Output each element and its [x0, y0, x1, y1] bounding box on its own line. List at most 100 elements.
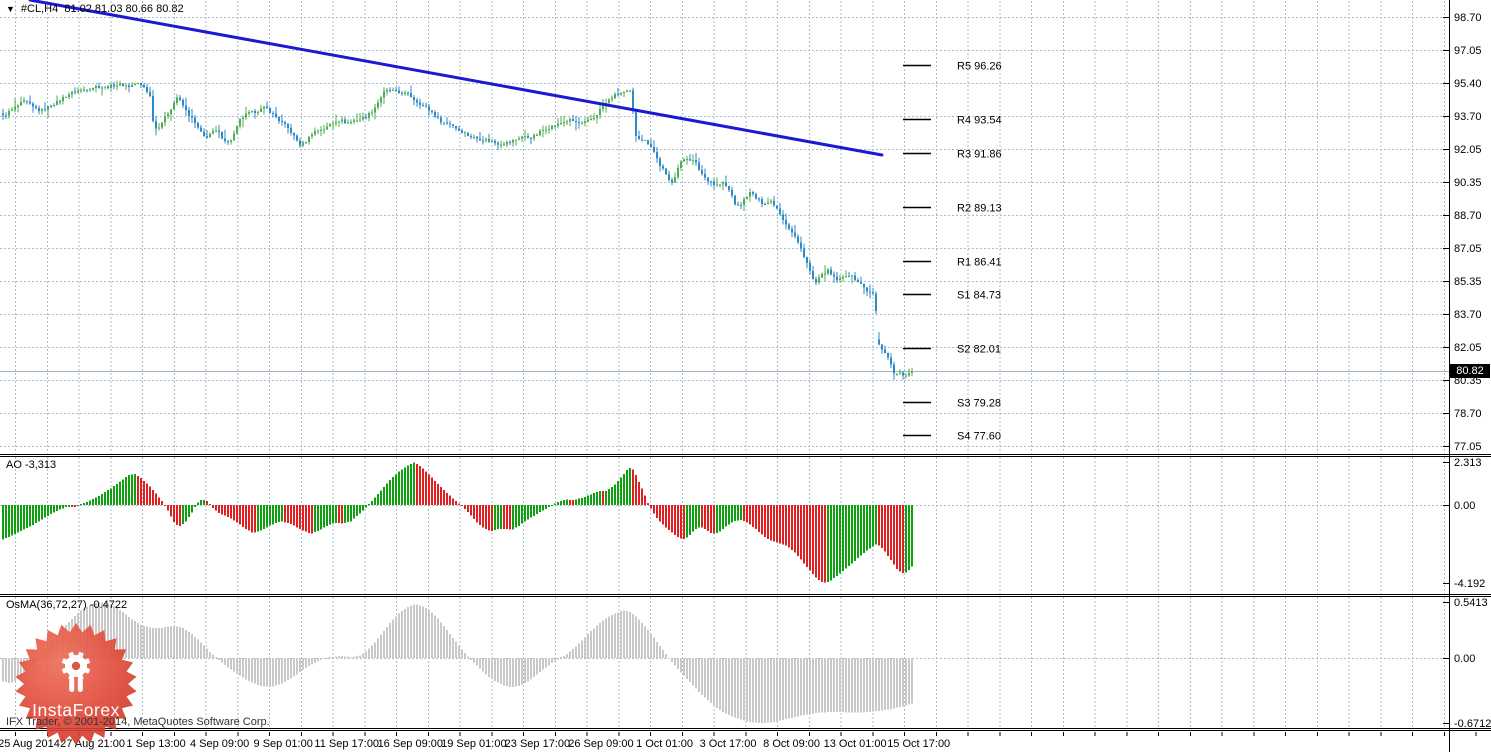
ao-bar-down	[209, 504, 212, 505]
osma-bar	[893, 658, 896, 709]
candle-up	[248, 112, 251, 114]
ao-bar-up	[119, 481, 122, 505]
ao-bar-up	[323, 505, 326, 528]
osma-bar	[758, 658, 761, 723]
ao-bar-up	[200, 499, 203, 505]
ao-bar-up	[845, 505, 848, 569]
osma-bar	[329, 657, 332, 658]
osma-bar	[623, 610, 626, 658]
ao-bar-up	[830, 505, 833, 581]
trendline[interactable]	[28, 0, 884, 157]
ao-bar-down	[809, 505, 812, 571]
candle-down	[395, 89, 398, 91]
candle-down	[401, 92, 404, 95]
candle-up	[686, 158, 689, 160]
candle-up	[83, 89, 86, 91]
candle-down	[191, 115, 194, 118]
candle-down	[575, 120, 578, 123]
ao-bar-down	[680, 505, 683, 539]
osma-bar	[482, 658, 485, 672]
candle-up	[824, 273, 827, 275]
logo-starburst	[15, 623, 137, 745]
candle-up	[818, 277, 821, 283]
ao-bar-down	[662, 505, 665, 525]
osma-bar	[647, 629, 650, 658]
ao-bar-down	[572, 500, 575, 505]
osma-bar	[227, 658, 230, 668]
candle-down	[98, 86, 101, 89]
candle-down	[794, 232, 797, 237]
candle-up	[560, 123, 563, 125]
osma-bar	[677, 658, 680, 670]
ao-bar-up	[335, 505, 338, 523]
candle-up	[326, 126, 329, 130]
ao-bar-down	[458, 503, 461, 505]
candle-up	[584, 121, 587, 123]
ao-bar-up	[317, 505, 320, 532]
ao-bar-down	[785, 505, 788, 546]
candle-up	[77, 90, 80, 93]
candle-down	[893, 364, 896, 374]
osma-bar	[575, 646, 578, 658]
ao-bar-up	[20, 505, 23, 532]
ao-bar-up	[623, 473, 626, 505]
ao-bar-up	[59, 505, 62, 510]
osma-bar	[563, 655, 566, 658]
current-price-tag: 80.82	[1450, 364, 1490, 378]
candle-up	[464, 132, 467, 134]
candle-down	[26, 100, 29, 102]
osma-bar	[542, 658, 545, 670]
ao-bar-down	[773, 505, 776, 542]
candle-up	[164, 116, 167, 123]
ao-bar-up	[860, 505, 863, 556]
ao-bar-down	[632, 469, 635, 505]
ao-bar-up	[188, 505, 191, 518]
osma-bar	[908, 658, 911, 705]
ao-bar-down	[227, 505, 230, 518]
candle-down	[509, 141, 512, 143]
osma-bar	[584, 637, 587, 658]
osma-bar	[176, 626, 179, 658]
chevron-down-icon[interactable]: ▼	[6, 4, 15, 14]
logo-text: InstaForex	[32, 700, 120, 720]
ao-bar-up	[497, 505, 500, 530]
candle-down	[44, 109, 47, 111]
candle-up	[8, 111, 11, 116]
osma-bar	[215, 657, 218, 658]
osma-bar	[863, 658, 866, 713]
osma-bar	[137, 623, 140, 658]
ao-bar-up	[401, 469, 404, 505]
candle-down	[779, 208, 782, 215]
candle-down	[650, 144, 653, 147]
ao-bar-down	[179, 505, 182, 527]
osma-bar	[548, 658, 551, 666]
ao-bar-up	[41, 505, 44, 520]
candle-up	[302, 142, 305, 146]
candle-down	[788, 224, 791, 229]
osma-bar	[443, 626, 446, 658]
candle-down	[206, 136, 209, 138]
candle-down	[218, 130, 221, 133]
osma-bar	[656, 641, 659, 658]
osma-bar	[230, 658, 233, 670]
candle-up	[383, 91, 386, 98]
ao-bar-up	[368, 504, 371, 505]
candle-up	[92, 88, 95, 90]
ao-bar-down	[569, 499, 572, 505]
price-axis-label: 83.70	[1454, 309, 1482, 321]
ao-bar-down	[668, 505, 671, 531]
osma-bar	[296, 658, 299, 675]
candle-down	[146, 87, 149, 92]
osma-bar	[836, 658, 839, 713]
osma-bar	[899, 658, 902, 708]
candle-up	[101, 87, 104, 89]
ao-bar-up	[377, 493, 380, 505]
osma-bar	[641, 622, 644, 658]
gear-icon	[61, 651, 91, 692]
osma-bar	[206, 648, 209, 658]
candle-up	[536, 134, 539, 136]
ao-bar-up	[854, 505, 857, 561]
ao-bar-up	[80, 504, 83, 505]
osma-bar	[419, 605, 422, 658]
